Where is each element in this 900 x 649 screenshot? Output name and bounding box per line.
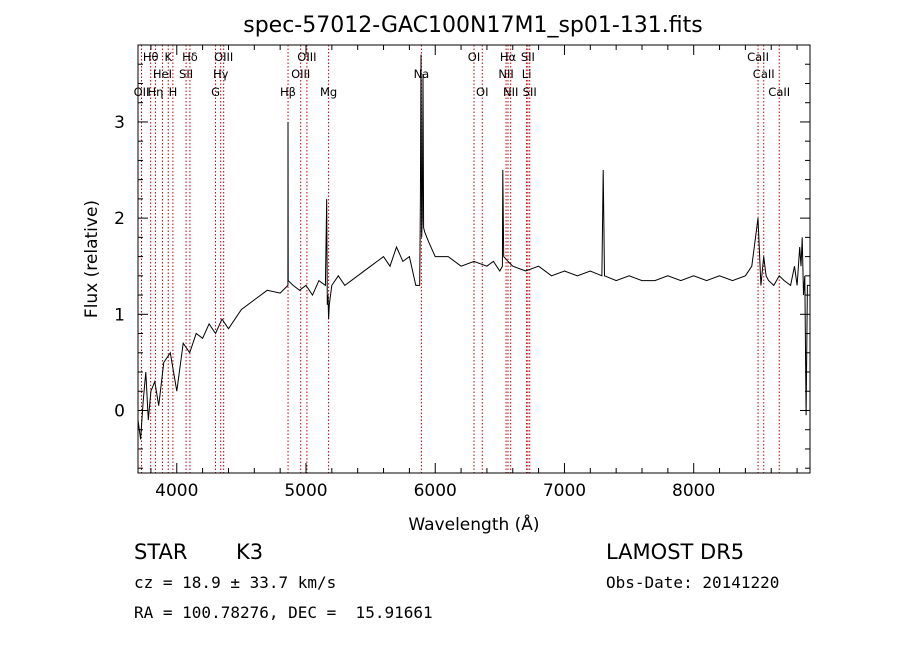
spectral-line-label: NII [503,85,518,99]
y-tick-label: 3 [114,113,125,133]
spectral-line-label: Hβ [280,85,296,99]
x-tick-label: 7000 [543,481,586,501]
spectral-line-label: G [211,85,220,99]
spectral-line-label: Hδ [182,50,198,64]
spectral-line-label: HeI [153,67,172,81]
spectral-line-label: OIII [291,67,310,81]
object-subclass: K3 [236,540,264,564]
x-tick-label: 8000 [672,481,715,501]
x-axis-ticks: 4000 5000 6000 7000 8000 [150,45,798,501]
spectral-line-label: CaII [768,85,790,99]
spectral-line-label: SII [523,85,537,99]
observation-date: Obs-Date: 20141220 [606,573,780,592]
redshift-velocity: cz = 18.9 ± 33.7 km/s [134,573,337,592]
x-tick-label: 4000 [155,481,198,501]
survey-name: LAMOST DR5 [606,540,745,564]
spectral-line-label: NII [498,67,513,81]
spectral-line-label: Mg [320,85,337,99]
spectral-line-labels: OIIHθHηHeIKHSIIHδGHγOIIIHβOIIIOIIIMgNaOI… [134,50,791,99]
spectral-line-label: Hα [500,50,517,64]
y-tick-label: 2 [114,209,125,229]
object-class: STAR [134,540,188,564]
coordinates: RA = 100.78276, DEC = 15.91661 [134,603,433,622]
y-tick-label: 1 [114,305,125,325]
spectral-line-label: OIII [214,50,233,64]
y-axis-ticks: 0 1 2 3 [114,63,810,469]
spectral-line-markers [140,45,780,473]
spectral-line-label: SII [521,50,535,64]
spectral-line-label: Hθ [143,50,159,64]
spectral-line-label: OIII [297,50,316,64]
x-tick-label: 6000 [414,481,457,501]
spectral-line-label: OI [476,85,488,99]
spectral-line-label: K [164,50,172,64]
spectral-line-label: Li [522,67,532,81]
spectral-line-label: CaII [747,50,769,64]
y-tick-label: 0 [114,401,125,421]
x-axis-label: Wavelength (Å) [408,513,539,535]
spectral-line-label: OI [468,50,480,64]
spectrum-line [137,54,810,440]
spectral-line-label: Hη [147,85,163,99]
x-tick-label: 5000 [284,481,327,501]
spectrum-series [137,54,810,440]
spectral-line-label: H [169,85,178,99]
plot-frame [137,44,811,474]
y-axis-label: Flux (relative) [82,200,102,318]
spectral-line-label: SII [179,67,193,81]
chart-title: spec-57012-GAC100N17M1_sp01-131.fits [243,13,703,38]
spectral-line-label: Hγ [213,67,229,81]
spectral-line-label: CaII [753,67,775,81]
